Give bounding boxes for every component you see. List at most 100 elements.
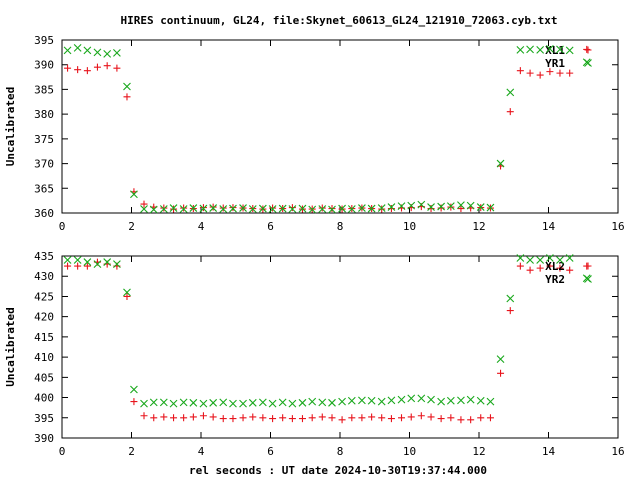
data-point bbox=[298, 415, 306, 423]
y-tick-label: 375 bbox=[34, 133, 54, 146]
data-point bbox=[278, 204, 287, 213]
data-point bbox=[209, 413, 217, 421]
data-point bbox=[566, 69, 574, 77]
plot-frame bbox=[61, 255, 619, 439]
data-point bbox=[123, 292, 131, 300]
data-point bbox=[258, 398, 267, 407]
series-xl2 bbox=[64, 258, 591, 424]
data-point bbox=[239, 399, 247, 408]
data-point bbox=[159, 398, 168, 407]
legend-marker bbox=[584, 275, 592, 283]
data-point bbox=[328, 398, 336, 407]
data-point bbox=[113, 64, 121, 72]
data-point bbox=[556, 69, 564, 77]
legend-marker bbox=[584, 46, 592, 54]
data-point bbox=[229, 399, 237, 408]
data-point bbox=[199, 204, 208, 213]
data-point bbox=[536, 45, 545, 54]
top-panel: 0 2 4 6 8 10 12 14 16 360 365 370 375 380 385 390 395 Unc… bbox=[4, 34, 625, 233]
data-point bbox=[536, 264, 544, 272]
data-point bbox=[258, 204, 267, 213]
data-point bbox=[298, 204, 307, 213]
data-point bbox=[140, 200, 148, 208]
data-point bbox=[288, 399, 297, 408]
data-point bbox=[556, 45, 564, 54]
data-point bbox=[63, 46, 72, 55]
data-point bbox=[149, 205, 158, 214]
x-tick-label: 12 bbox=[472, 220, 485, 233]
data-point bbox=[427, 205, 435, 213]
x-tick-label: 0 bbox=[59, 445, 66, 458]
data-point bbox=[387, 396, 396, 405]
data-point bbox=[269, 415, 277, 423]
data-point bbox=[516, 262, 524, 270]
data-point bbox=[239, 414, 247, 422]
y-tick-label: 360 bbox=[34, 207, 54, 220]
data-point bbox=[229, 415, 237, 423]
data-point bbox=[259, 414, 267, 422]
data-point bbox=[565, 254, 574, 262]
data-point bbox=[446, 396, 455, 405]
data-point bbox=[347, 205, 356, 213]
y-tick-label: 400 bbox=[34, 392, 54, 405]
legend-marker bbox=[584, 59, 592, 67]
data-point bbox=[159, 205, 168, 213]
data-point bbox=[179, 398, 188, 407]
data-point bbox=[199, 412, 207, 420]
data-point bbox=[447, 414, 455, 422]
data-point bbox=[83, 258, 92, 266]
data-point bbox=[497, 369, 505, 377]
data-point bbox=[103, 49, 112, 58]
data-point bbox=[387, 205, 395, 213]
data-point bbox=[219, 205, 228, 213]
data-point bbox=[140, 399, 148, 408]
data-point bbox=[64, 262, 72, 270]
data-point bbox=[180, 414, 188, 422]
data-point bbox=[457, 201, 465, 209]
data-point bbox=[219, 204, 227, 212]
data-point bbox=[248, 205, 257, 213]
x-tick-label: 16 bbox=[611, 445, 624, 458]
data-point bbox=[556, 264, 564, 272]
data-point bbox=[486, 397, 495, 406]
data-point bbox=[466, 201, 475, 210]
data-point bbox=[169, 399, 178, 408]
data-point bbox=[219, 398, 228, 407]
data-point bbox=[149, 398, 158, 407]
data-point bbox=[367, 204, 376, 213]
x-tick-label: 0 bbox=[59, 220, 66, 233]
data-point bbox=[378, 414, 386, 422]
data-point bbox=[83, 262, 91, 270]
legend-label: YR2 bbox=[545, 273, 565, 286]
data-point bbox=[123, 288, 131, 297]
x-tick-label: 10 bbox=[403, 445, 416, 458]
y-tick-label: 385 bbox=[34, 83, 54, 96]
data-point bbox=[248, 398, 257, 407]
data-point bbox=[219, 415, 227, 423]
data-point bbox=[269, 204, 277, 212]
data-point bbox=[526, 266, 534, 274]
data-point bbox=[486, 203, 495, 212]
data-point bbox=[446, 202, 455, 210]
data-point bbox=[377, 204, 386, 212]
data-point bbox=[209, 204, 218, 212]
data-point bbox=[103, 62, 111, 70]
data-point bbox=[288, 415, 296, 423]
data-point bbox=[73, 256, 82, 264]
data-point bbox=[83, 67, 91, 75]
data-point bbox=[268, 399, 277, 408]
data-point bbox=[328, 205, 336, 214]
data-point bbox=[516, 67, 524, 75]
data-point bbox=[526, 256, 534, 264]
data-point bbox=[506, 294, 515, 303]
data-point bbox=[288, 204, 296, 212]
x-tick-label: 12 bbox=[472, 445, 485, 458]
x-tick-label: 10 bbox=[403, 220, 416, 233]
data-point bbox=[368, 413, 376, 421]
data-point bbox=[447, 203, 455, 211]
data-point bbox=[74, 66, 82, 74]
y-tick-label: 410 bbox=[34, 351, 54, 364]
data-point bbox=[407, 201, 416, 210]
data-point bbox=[268, 205, 277, 213]
